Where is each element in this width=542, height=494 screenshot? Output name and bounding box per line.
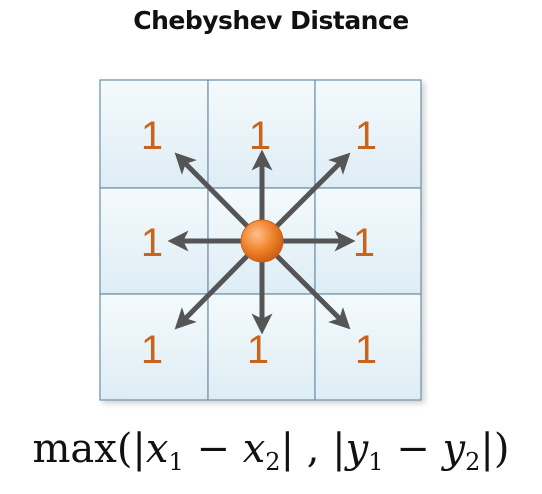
formula-y2-sub: 2	[465, 448, 481, 476]
formula-x1: x	[145, 426, 169, 472]
cell-label: 1	[353, 221, 375, 265]
cell-label: 1	[247, 328, 269, 372]
cell-label: 1	[141, 328, 163, 372]
formula-open: (|	[116, 426, 146, 472]
diagram-title: Chebyshev Distance	[133, 6, 409, 35]
formula-minus-2: −	[383, 426, 443, 472]
cell-label: 1	[141, 114, 163, 158]
cell-label: 1	[355, 114, 377, 158]
formula-x1-sub: 1	[168, 448, 184, 476]
formula-y2: y	[442, 426, 466, 472]
cell-label: 1	[355, 328, 377, 372]
center-point-icon	[240, 219, 284, 263]
formula-minus-1: −	[183, 426, 243, 472]
formula-y1: y	[345, 426, 369, 472]
formula-x2-sub: 2	[265, 448, 281, 476]
chebyshev-formula: max(|x1 − x2| , |y1 − y2|)	[0, 426, 542, 476]
formula-y1-sub: 1	[368, 448, 384, 476]
formula-function: max	[32, 426, 117, 472]
cell-label: 1	[249, 114, 271, 158]
formula-mid: | , |	[280, 426, 346, 472]
cell-label: 1	[141, 221, 163, 265]
formula-close: |)	[480, 426, 510, 472]
chebyshev-grid-diagram: 1 1 1 1 1 1 1 1	[99, 79, 422, 401]
formula-x2: x	[242, 426, 266, 472]
